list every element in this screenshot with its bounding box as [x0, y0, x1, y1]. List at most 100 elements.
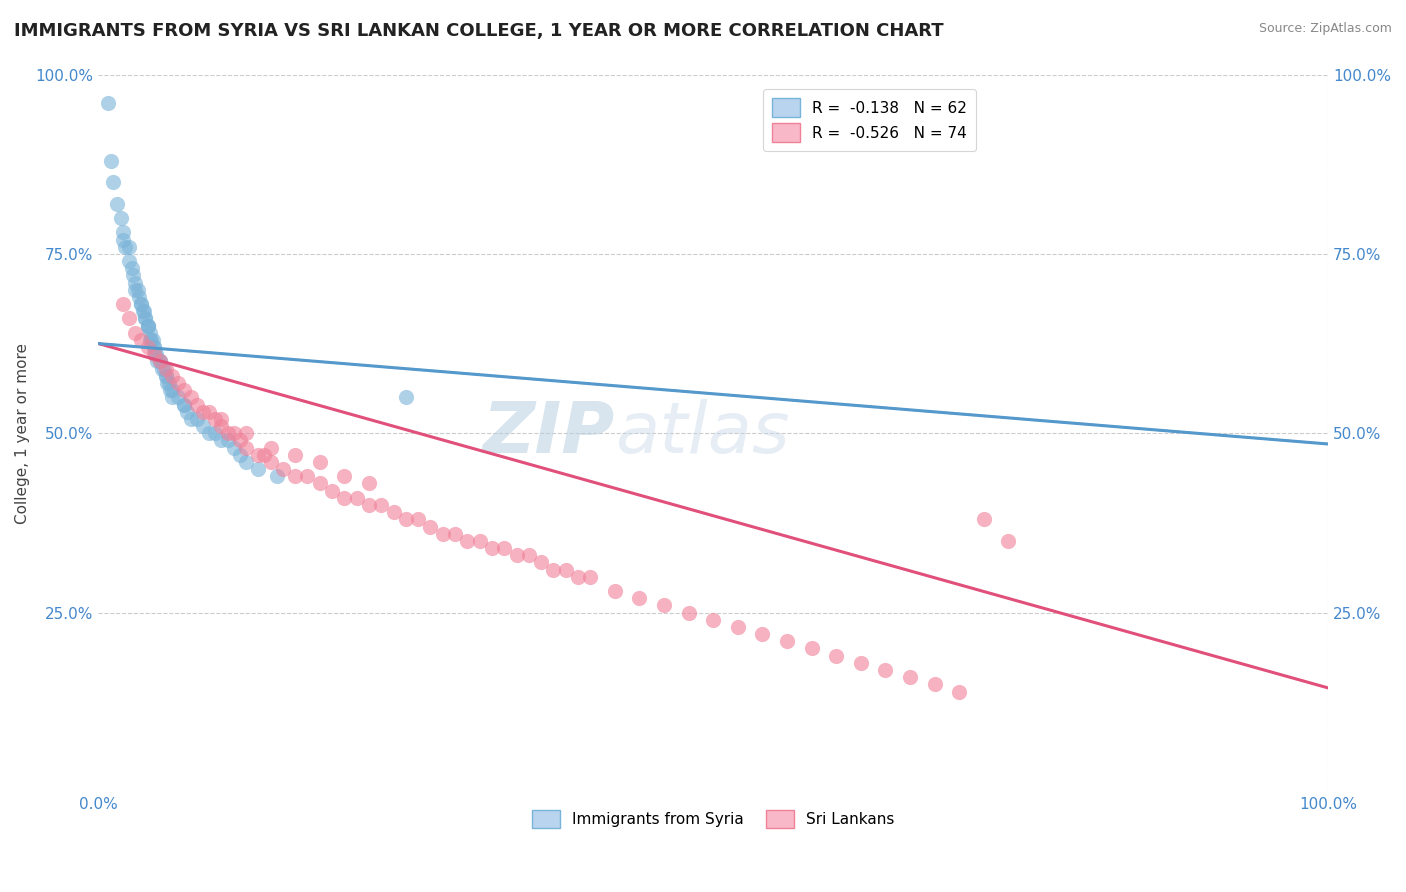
Point: [134, 311, 156, 326]
Point: [217, 426, 239, 441]
Point: [217, 434, 239, 448]
Point: [127, 283, 149, 297]
Point: [100, 153, 122, 168]
Point: [131, 333, 153, 347]
Point: [139, 333, 162, 347]
Point: [235, 426, 257, 441]
Point: [776, 634, 799, 648]
Point: [136, 318, 159, 333]
Point: [727, 620, 749, 634]
Point: [517, 548, 540, 562]
Point: [259, 441, 281, 455]
Point: [444, 526, 467, 541]
Point: [357, 498, 380, 512]
Point: [308, 455, 330, 469]
Point: [652, 599, 675, 613]
Point: [849, 656, 872, 670]
Point: [160, 368, 183, 383]
Point: [222, 441, 245, 455]
Point: [134, 311, 156, 326]
Point: [97, 96, 120, 111]
Point: [159, 383, 181, 397]
Point: [468, 533, 491, 548]
Point: [235, 455, 257, 469]
Point: [111, 225, 134, 239]
Point: [259, 455, 281, 469]
Point: [149, 354, 172, 368]
Point: [751, 627, 773, 641]
Point: [973, 512, 995, 526]
Point: [101, 175, 124, 189]
Point: [702, 613, 724, 627]
Point: [176, 405, 198, 419]
Point: [554, 563, 576, 577]
Point: [308, 476, 330, 491]
Point: [114, 240, 136, 254]
Point: [139, 326, 162, 340]
Point: [155, 361, 177, 376]
Point: [173, 383, 195, 397]
Point: [924, 677, 946, 691]
Point: [145, 347, 167, 361]
Point: [118, 254, 141, 268]
Point: [118, 311, 141, 326]
Point: [229, 448, 252, 462]
Point: [543, 563, 565, 577]
Point: [253, 448, 276, 462]
Point: [419, 519, 441, 533]
Point: [160, 383, 183, 397]
Point: [579, 570, 602, 584]
Point: [167, 376, 190, 390]
Point: [204, 426, 226, 441]
Point: [198, 405, 221, 419]
Point: [209, 419, 232, 434]
Point: [124, 326, 146, 340]
Point: [136, 318, 159, 333]
Point: [124, 276, 146, 290]
Point: [346, 491, 368, 505]
Point: [121, 261, 143, 276]
Point: [180, 412, 202, 426]
Point: [156, 376, 179, 390]
Point: [131, 297, 153, 311]
Point: [997, 533, 1019, 548]
Point: [247, 462, 270, 476]
Point: [136, 318, 159, 333]
Point: [395, 390, 418, 404]
Point: [152, 361, 174, 376]
Point: [494, 541, 516, 555]
Point: [191, 405, 214, 419]
Point: [235, 441, 257, 455]
Point: [222, 426, 245, 441]
Point: [567, 570, 589, 584]
Legend: Immigrants from Syria, Sri Lankans: Immigrants from Syria, Sri Lankans: [526, 804, 901, 835]
Point: [271, 462, 294, 476]
Point: [157, 376, 180, 390]
Point: [628, 591, 651, 606]
Point: [155, 368, 177, 383]
Point: [357, 476, 380, 491]
Point: [321, 483, 343, 498]
Point: [530, 555, 553, 569]
Text: atlas: atlas: [614, 399, 790, 467]
Point: [121, 268, 143, 283]
Point: [155, 368, 177, 383]
Point: [284, 448, 307, 462]
Point: [198, 426, 221, 441]
Text: ZIP: ZIP: [482, 399, 614, 467]
Point: [136, 340, 159, 354]
Point: [131, 297, 153, 311]
Y-axis label: College, 1 year or more: College, 1 year or more: [15, 343, 30, 524]
Point: [173, 398, 195, 412]
Point: [505, 548, 527, 562]
Text: Source: ZipAtlas.com: Source: ZipAtlas.com: [1258, 22, 1392, 36]
Point: [333, 491, 356, 505]
Point: [209, 412, 232, 426]
Point: [143, 347, 166, 361]
Point: [898, 670, 921, 684]
Point: [678, 606, 700, 620]
Point: [204, 412, 226, 426]
Point: [142, 347, 165, 361]
Point: [142, 340, 165, 354]
Point: [141, 333, 163, 347]
